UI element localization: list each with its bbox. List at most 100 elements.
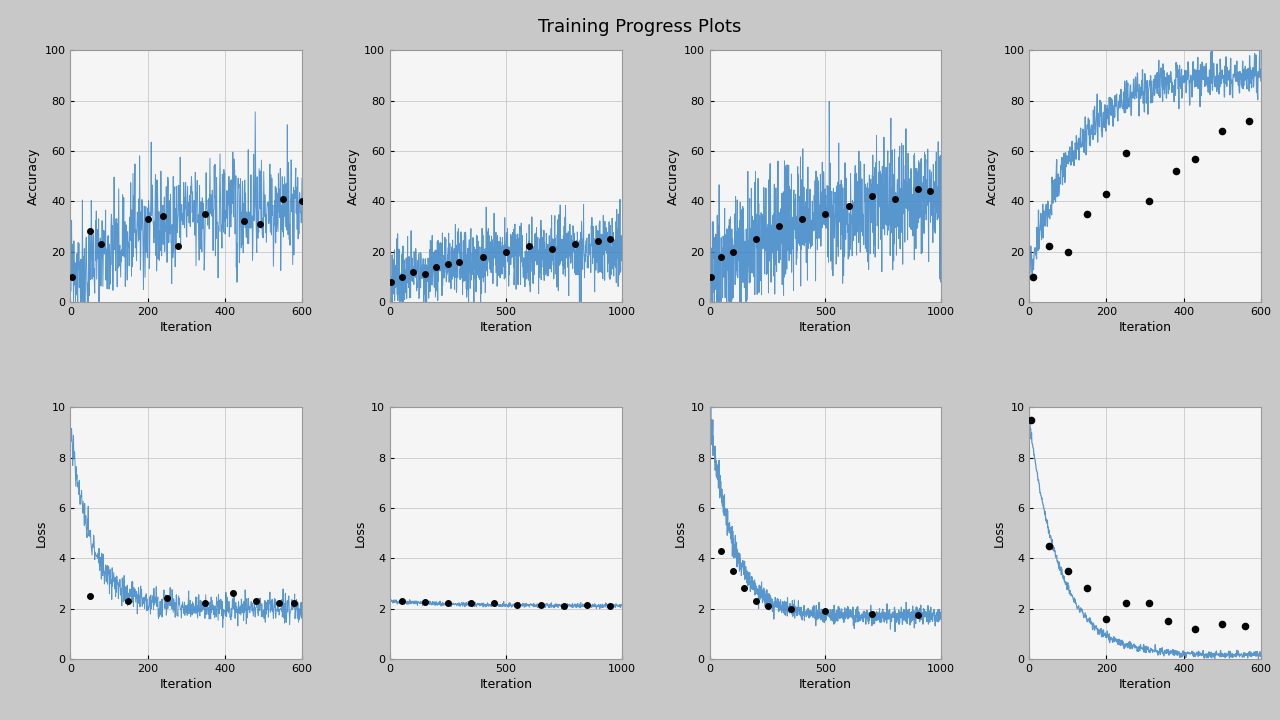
Point xyxy=(79,590,100,602)
X-axis label: Iteration: Iteration xyxy=(160,321,212,334)
Point xyxy=(1115,148,1135,159)
Point xyxy=(1139,196,1160,207)
Point xyxy=(1096,613,1116,624)
Point xyxy=(700,271,721,282)
Y-axis label: Accuracy: Accuracy xyxy=(27,148,41,204)
Point xyxy=(250,218,270,230)
Point xyxy=(792,213,813,225)
Point xyxy=(564,238,585,250)
Point xyxy=(746,595,767,607)
Point xyxy=(1023,271,1043,282)
X-axis label: Iteration: Iteration xyxy=(1119,678,1171,690)
X-axis label: Iteration: Iteration xyxy=(479,678,532,690)
Point xyxy=(1115,598,1135,609)
Y-axis label: Accuracy: Accuracy xyxy=(667,148,680,204)
Y-axis label: Accuracy: Accuracy xyxy=(986,148,1000,204)
Point xyxy=(861,191,882,202)
Point xyxy=(284,598,305,609)
Point xyxy=(1096,188,1116,199)
Point xyxy=(495,246,516,257)
X-axis label: Iteration: Iteration xyxy=(160,678,212,690)
Point xyxy=(118,595,138,607)
Point xyxy=(1185,623,1206,634)
Point xyxy=(392,595,412,607)
Point xyxy=(461,598,481,609)
Point xyxy=(1239,115,1260,127)
Point xyxy=(292,196,312,207)
Point xyxy=(576,599,596,611)
Point xyxy=(472,251,493,262)
Point xyxy=(223,588,243,599)
Point xyxy=(710,545,731,557)
Point xyxy=(908,183,928,194)
Y-axis label: Accuracy: Accuracy xyxy=(347,148,360,204)
Point xyxy=(1139,598,1160,609)
Point xyxy=(79,225,100,237)
Point xyxy=(1038,240,1059,252)
Point xyxy=(246,595,266,607)
Point xyxy=(196,208,216,220)
Point xyxy=(426,261,447,272)
Point xyxy=(600,600,621,612)
Point xyxy=(152,210,173,222)
Point xyxy=(415,269,435,280)
Point xyxy=(1212,618,1233,629)
Point xyxy=(392,271,412,282)
Point xyxy=(815,606,836,617)
Point xyxy=(1038,540,1059,552)
Point xyxy=(600,233,621,245)
Point xyxy=(518,240,539,252)
Y-axis label: Loss: Loss xyxy=(35,519,47,546)
Point xyxy=(1057,246,1078,257)
Point xyxy=(381,276,402,287)
Point xyxy=(1158,616,1179,627)
Point xyxy=(1076,582,1097,594)
Point xyxy=(449,256,470,267)
Point xyxy=(884,193,905,204)
Point xyxy=(91,238,111,250)
X-axis label: Iteration: Iteration xyxy=(479,321,532,334)
Point xyxy=(403,266,424,277)
Point xyxy=(722,565,742,577)
Point xyxy=(415,596,435,608)
Point xyxy=(530,599,550,611)
Point xyxy=(589,235,609,247)
Point xyxy=(1021,414,1042,426)
Point xyxy=(735,582,755,594)
Point xyxy=(269,598,289,609)
Point xyxy=(273,193,293,204)
Point xyxy=(1166,166,1187,177)
Point xyxy=(1076,208,1097,220)
Point xyxy=(507,599,527,611)
X-axis label: Iteration: Iteration xyxy=(799,678,852,690)
Point xyxy=(1185,153,1206,164)
Text: Training Progress Plots: Training Progress Plots xyxy=(539,18,741,36)
Point xyxy=(1057,565,1078,577)
Point xyxy=(438,258,458,270)
Point xyxy=(156,593,177,604)
Point xyxy=(746,233,767,245)
Point xyxy=(168,240,188,252)
X-axis label: Iteration: Iteration xyxy=(1119,321,1171,334)
Point xyxy=(1235,621,1256,632)
Point xyxy=(815,208,836,220)
Point xyxy=(908,609,928,621)
Point xyxy=(484,598,504,609)
Point xyxy=(758,600,778,612)
Point xyxy=(781,603,801,614)
Point xyxy=(1212,125,1233,137)
Point xyxy=(769,220,790,232)
Point xyxy=(722,246,742,257)
Point xyxy=(838,200,859,212)
Point xyxy=(919,186,940,197)
Point xyxy=(137,213,157,225)
Point xyxy=(63,271,83,282)
Point xyxy=(710,251,731,262)
Point xyxy=(234,215,255,227)
X-axis label: Iteration: Iteration xyxy=(799,321,852,334)
Y-axis label: Loss: Loss xyxy=(355,519,367,546)
Point xyxy=(438,598,458,609)
Point xyxy=(553,600,573,612)
Point xyxy=(541,243,562,255)
Y-axis label: Loss: Loss xyxy=(673,519,686,546)
